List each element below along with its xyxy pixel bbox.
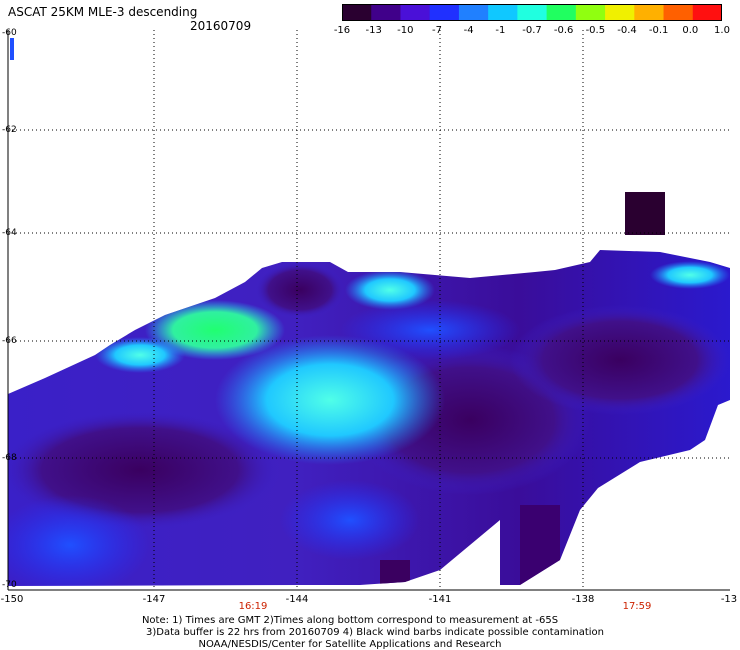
- lat-label: -60: [2, 28, 17, 38]
- note-line-2: 3)Data buffer is 22 hrs from 20160709 4)…: [146, 627, 604, 638]
- colorbar-segment: [342, 4, 372, 21]
- pass-time-right: 17:59: [622, 601, 652, 612]
- colorbar-tick-label: -4: [463, 25, 474, 36]
- colorbar-tick-label: -16: [333, 25, 351, 36]
- colorbar-tick-label: -0.1: [648, 25, 669, 36]
- colorbar-tick-label: -10: [397, 25, 414, 36]
- map-frame: [7, 30, 730, 591]
- note-line-1: Note: 1) Times are GMT 2)Times along bot…: [141, 615, 559, 626]
- colorbar-segment: [488, 4, 518, 21]
- colorbar-segment: [575, 4, 606, 21]
- lon-label: -141: [428, 594, 452, 605]
- colorbar-tick-label: -0.7: [522, 25, 542, 36]
- lon-label: -13: [720, 594, 738, 605]
- colorbar-segment: [692, 4, 722, 21]
- colorbar-segment: [371, 4, 401, 21]
- colorbar-tick-label: -0.4: [617, 25, 637, 36]
- isolated-cell: [625, 192, 665, 235]
- colorbar-tick-label: -0.6: [553, 25, 574, 36]
- colorbar-segment: [400, 4, 431, 21]
- pass-time-left: 16:19: [238, 601, 268, 612]
- colorbar-segment: [663, 4, 694, 21]
- wind-swath: [8, 250, 730, 586]
- colorbar: [342, 4, 722, 21]
- lon-label: -144: [285, 594, 309, 605]
- lat-label: -62: [2, 125, 17, 135]
- blue-marker: [10, 38, 14, 60]
- map-title: ASCAT 25KM MLE-3 descending: [8, 5, 198, 19]
- colorbar-tick-label: -1: [495, 25, 506, 36]
- colorbar-tick-label: 0.0: [682, 25, 699, 36]
- colorbar-segment: [546, 4, 577, 21]
- colorbar-segment: [429, 4, 460, 21]
- lat-label: -70: [2, 580, 17, 590]
- colorbar-segment: [605, 4, 635, 21]
- colorbar-segment: [458, 4, 489, 21]
- colorbar-segment: [634, 4, 665, 21]
- colorbar-tick-label: -7: [432, 25, 442, 36]
- colorbar-tick-label: -13: [365, 25, 382, 36]
- lat-label: -66: [2, 336, 17, 346]
- graticule: [8, 30, 730, 590]
- lat-label: -68: [2, 453, 17, 463]
- lon-label: -150: [0, 594, 24, 605]
- note-line-3: NOAA/NESDIS/Center for Satellite Applica…: [198, 639, 502, 650]
- map-date: 20160709: [190, 19, 252, 33]
- lat-label: -64: [2, 228, 17, 238]
- colorbar-tick-label: 1.0: [714, 25, 730, 36]
- colorbar-segment: [517, 4, 548, 21]
- colorbar-tick-label: -0.5: [585, 25, 606, 36]
- lon-label: -138: [571, 594, 595, 605]
- lon-label: -147: [142, 594, 166, 605]
